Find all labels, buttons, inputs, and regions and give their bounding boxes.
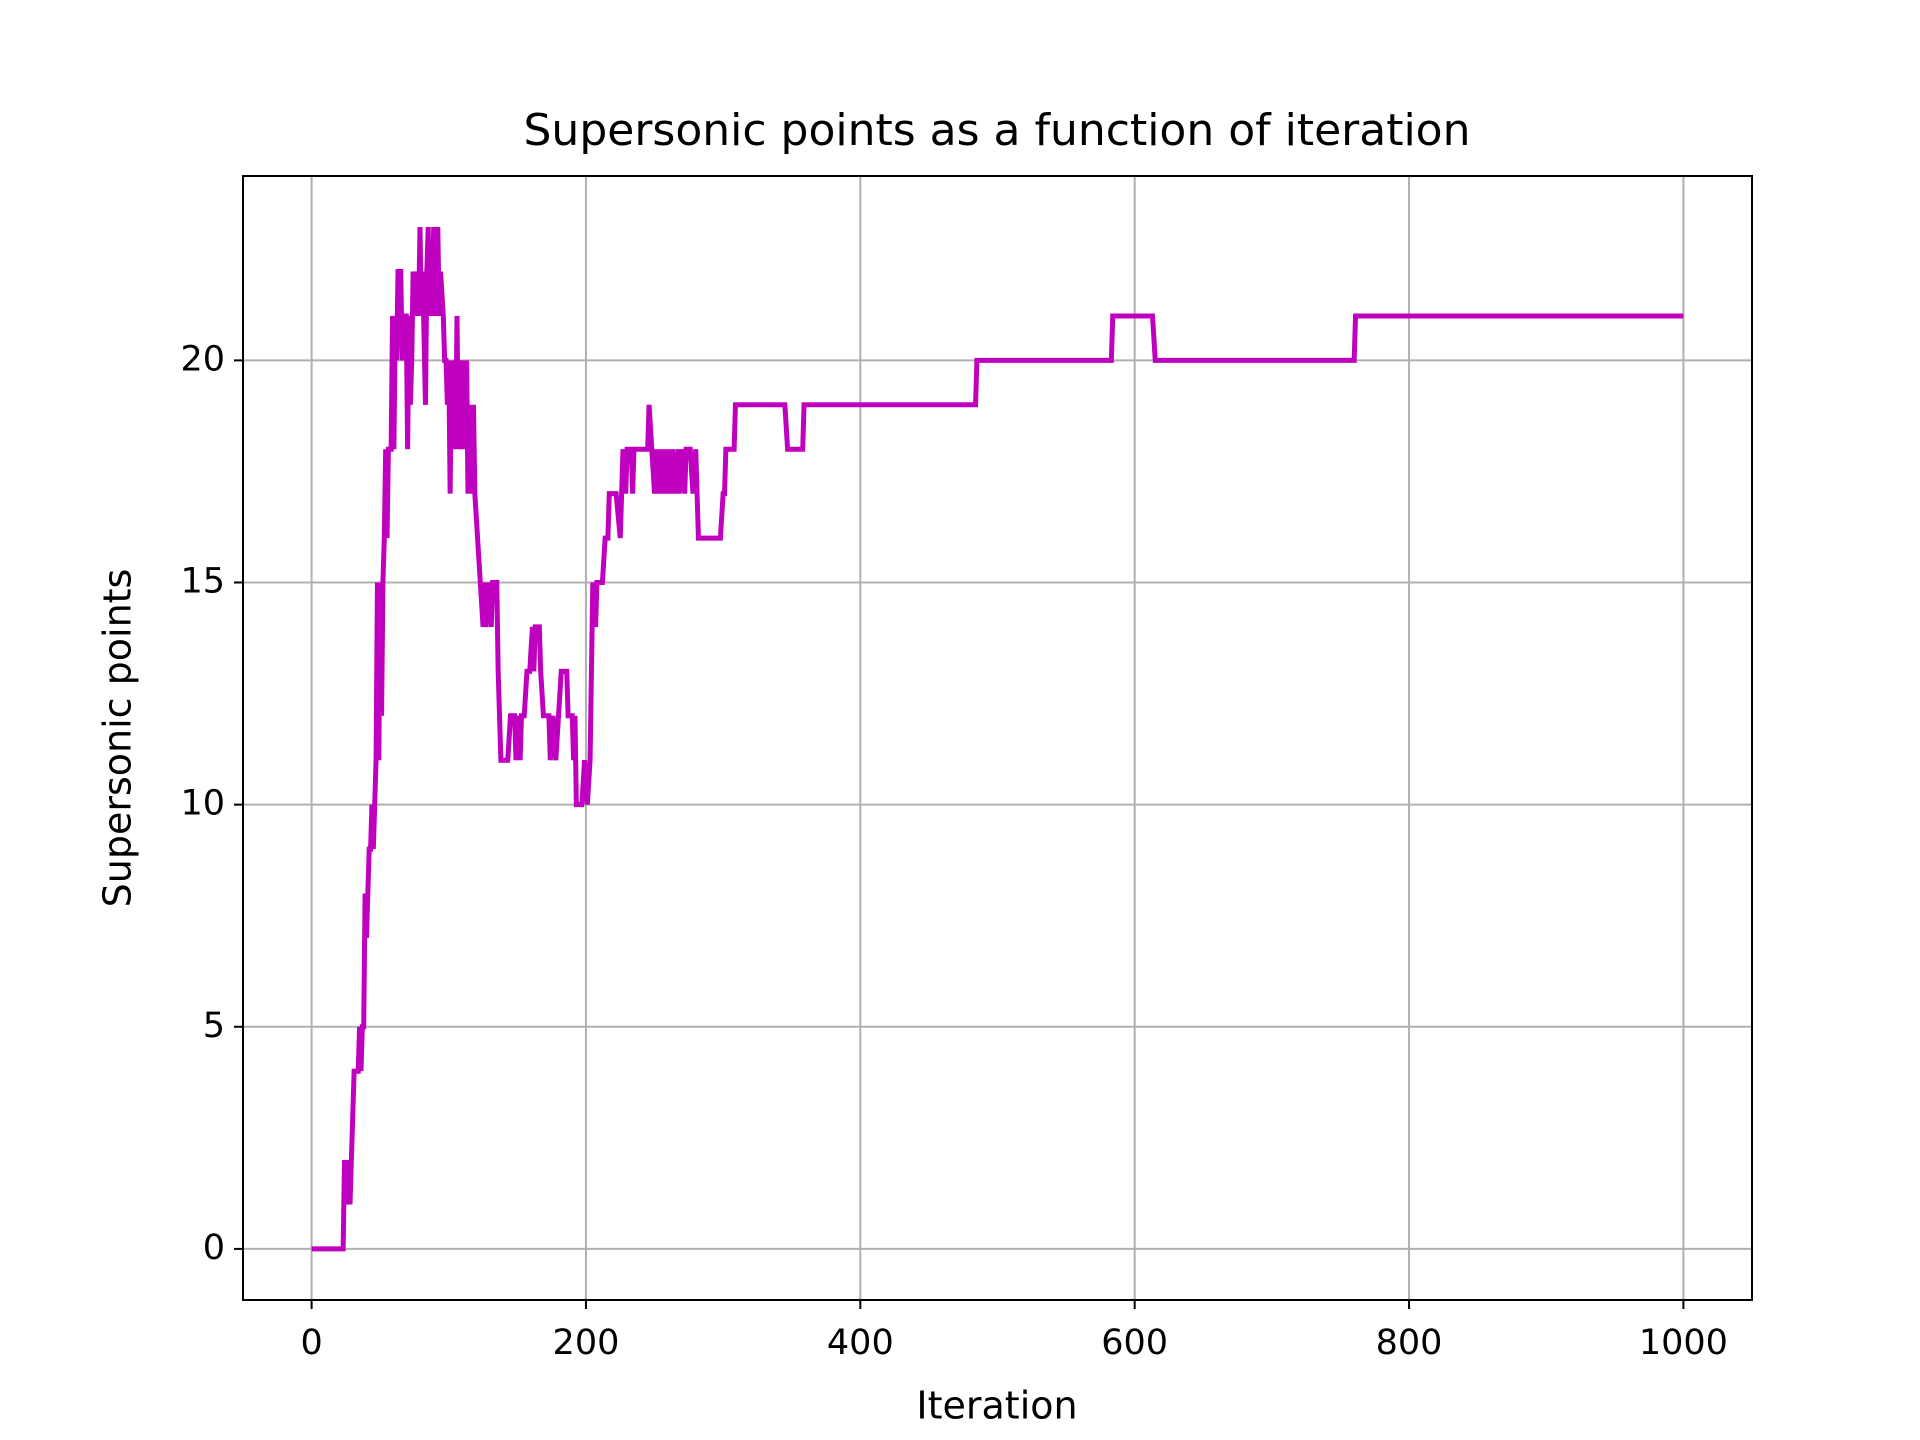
x-tick-label: 200 — [553, 1323, 620, 1363]
plot-frame — [242, 175, 1753, 1301]
x-tick-label: 0 — [300, 1323, 322, 1363]
x-tick-label: 800 — [1376, 1323, 1443, 1363]
y-tick-label: 15 — [180, 562, 225, 602]
x-tick-label: 400 — [827, 1323, 894, 1363]
data-line — [311, 227, 1684, 1252]
y-tick-label: 10 — [180, 784, 225, 824]
y-tick-label: 20 — [180, 339, 225, 379]
y-tick-label: 5 — [203, 1006, 225, 1046]
y-tick-label: 0 — [203, 1228, 225, 1268]
x-tick-label: 600 — [1101, 1323, 1168, 1363]
x-axis-label: Iteration — [916, 1384, 1077, 1428]
chart-title: Supersonic points as a function of itera… — [524, 105, 1471, 156]
x-tick-label: 1000 — [1639, 1323, 1728, 1363]
y-axis-label: Supersonic points — [96, 569, 140, 908]
